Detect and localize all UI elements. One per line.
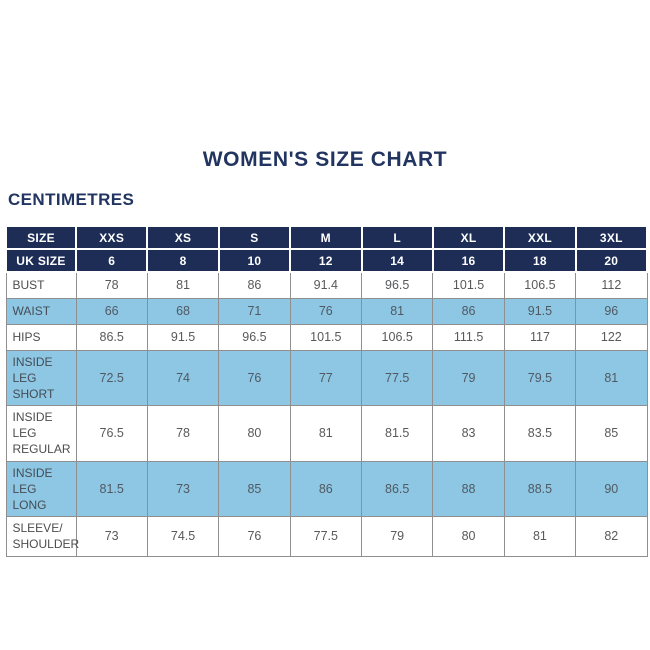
measurement-value: 96.5 (218, 323, 291, 351)
measurement-value: 78 (75, 271, 148, 299)
measurement-value: 91.5 (146, 323, 220, 351)
measurement-label: INSIDE LEG SHORT (5, 349, 77, 407)
size-column-header: 3XL (574, 225, 649, 250)
measurement-value: 76 (218, 516, 291, 557)
measurement-value: 71 (218, 297, 291, 325)
measurement-value: 80 (432, 516, 505, 557)
size-table: SIZE XXS XS S M L XL XXL 3XL UK SIZE 6 8 10 12 14 16 18 2… (5, 225, 649, 557)
size-header-cell: SIZE (5, 225, 77, 250)
measurement-value: 85 (218, 460, 291, 518)
measurement-value: 88 (432, 460, 505, 518)
measurement-value: 91.5 (503, 297, 577, 325)
measurement-value: 76.5 (75, 405, 148, 462)
page-title: WOMEN'S SIZE CHART (202, 148, 448, 171)
measurement-value: 77.5 (289, 516, 363, 557)
uk-size-value: 8 (146, 248, 220, 273)
uk-size-row: UK SIZE 6 8 10 12 14 16 18 20 (5, 248, 649, 273)
measurement-label: SLEEVE/​SHOULDER (5, 516, 79, 557)
measurement-value: 88.5 (503, 460, 577, 518)
measurement-value: 101.5 (432, 271, 505, 299)
measurement-value: 79 (432, 349, 505, 407)
size-column-header: XXL (503, 225, 577, 250)
size-column-header: S (217, 225, 292, 250)
size-column-header: XXS (74, 225, 149, 250)
table-row: INSIDE LEG LONG 81.5 73 85 86 86.5 88 88.5 90 (5, 460, 648, 518)
measurement-value: 81.5 (75, 460, 148, 518)
measurement-value: 111.5 (432, 323, 505, 351)
measurement-value: 74.5 (146, 516, 220, 557)
measurement-value: 81.5 (360, 405, 434, 462)
measurement-value: 78 (146, 405, 220, 462)
measurement-value: 86 (289, 460, 363, 518)
uk-size-header-cell: UK SIZE (5, 248, 77, 273)
measurement-value: 117 (503, 323, 577, 351)
size-column-header: XS (146, 225, 220, 250)
measurement-label: HIPS (5, 323, 77, 351)
measurement-value: 96 (575, 297, 648, 325)
size-row: SIZE XXS XS S M L XL XXL 3XL (5, 225, 649, 250)
measurement-value: 80 (218, 405, 291, 462)
measurement-value: 86 (432, 297, 505, 325)
measurement-value: 76 (289, 297, 363, 325)
uk-size-value: 18 (503, 248, 577, 273)
uk-size-value: 10 (217, 248, 292, 273)
measurement-value: 72.5 (75, 349, 148, 407)
measurement-value: 106.5 (360, 323, 434, 351)
measurement-value: 81 (575, 349, 648, 407)
uk-size-value: 6 (74, 248, 149, 273)
size-table-head: SIZE XXS XS S M L XL XXL 3XL UK SIZE 6 8 10 12 14 16 18 2… (5, 225, 649, 273)
uk-size-value: 12 (289, 248, 363, 273)
table-row: WAIST 66 68 71 76 81 86 91.5 96 (5, 297, 648, 325)
measurement-value: 77.5 (360, 349, 434, 407)
table-row: INSIDE LEG REGULAR 76.5 78 80 81 81.5 83 83.5 85 (5, 405, 648, 462)
measurement-value: 91.4 (289, 271, 363, 299)
uk-size-value: 14 (360, 248, 434, 273)
table-row: HIPS 86.5 91.5 96.5 101.5 106.5 111.5 117 122 (5, 323, 648, 351)
measurement-value: 122 (575, 323, 648, 351)
size-column-header: L (360, 225, 434, 250)
measurement-label: INSIDE LEG LONG (5, 460, 77, 518)
measurement-value: 66 (75, 297, 148, 325)
measurement-label: WAIST (5, 297, 77, 325)
size-table-body: BUST 78 81 86 91.4 96.5 101.5 106.5 112 WAIST 66 68… (5, 271, 648, 557)
measurement-value: 73 (75, 516, 148, 557)
measurement-value: 85 (575, 405, 648, 462)
measurement-value: 79.5 (503, 349, 577, 407)
measurement-value: 83 (432, 405, 505, 462)
measurement-value: 81 (289, 405, 363, 462)
measurement-label: BUST (5, 271, 77, 299)
measurement-value: 77 (289, 349, 363, 407)
measurement-value: 86.5 (360, 460, 434, 518)
measurement-value: 81 (360, 297, 434, 325)
table-row: INSIDE LEG SHORT 72.5 74 76 77 77.5 79 79.5 81 (5, 349, 648, 407)
measurement-value: 90 (575, 460, 648, 518)
measurement-value: 101.5 (289, 323, 363, 351)
measurement-value: 86.5 (75, 323, 148, 351)
measurement-value: 96.5 (360, 271, 434, 299)
uk-size-value: 20 (574, 248, 649, 273)
measurement-value: 83.5 (503, 405, 577, 462)
table-row: SLEEVE/​SHOULDER 73 74.5 76 77.5 79 80 81 82 (5, 516, 648, 557)
unit-label: CENTIMETRES (8, 190, 135, 209)
measurement-value: 82 (575, 516, 648, 557)
measurement-value: 86 (218, 271, 291, 299)
measurement-value: 81 (503, 516, 577, 557)
table-row: BUST 78 81 86 91.4 96.5 101.5 106.5 112 (5, 271, 648, 299)
uk-size-value: 16 (431, 248, 506, 273)
measurement-value: 112 (575, 271, 648, 299)
measurement-value: 106.5 (503, 271, 577, 299)
measurement-value: 73 (146, 460, 220, 518)
size-column-header: M (289, 225, 363, 250)
measurement-value: 81 (146, 271, 220, 299)
measurement-value: 74 (146, 349, 220, 407)
size-column-header: XL (431, 225, 506, 250)
measurement-value: 76 (218, 349, 291, 407)
measurement-label: INSIDE LEG REGULAR (5, 405, 77, 462)
measurement-value: 79 (360, 516, 434, 557)
measurement-value: 68 (146, 297, 220, 325)
